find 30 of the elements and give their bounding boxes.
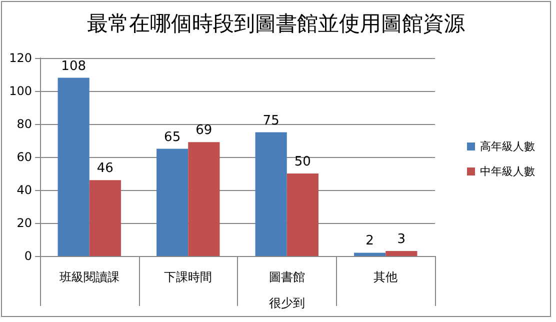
y-tick-label: 20 xyxy=(16,216,32,230)
data-label: 69 xyxy=(196,123,212,138)
bar xyxy=(89,180,121,256)
data-label: 2 xyxy=(366,234,374,249)
y-tick-label: 60 xyxy=(16,150,32,164)
bar xyxy=(58,78,90,256)
chart-title: 最常在哪個時段到圖書館並使用圖館資源 xyxy=(87,12,465,36)
data-label: 75 xyxy=(262,113,280,128)
x-tick-label: 班級閱讀課 xyxy=(59,270,120,284)
bar xyxy=(354,252,386,256)
y-tick-label: 80 xyxy=(16,117,32,131)
bar xyxy=(188,142,220,256)
bar xyxy=(156,148,188,256)
y-tick-label: 100 xyxy=(9,84,32,98)
y-tick-label: 120 xyxy=(9,51,32,65)
data-label: 3 xyxy=(397,232,406,248)
data-label: 65 xyxy=(164,130,181,145)
bar xyxy=(255,132,287,256)
data-label: 108 xyxy=(61,58,86,74)
x-tick-label: 其他 xyxy=(374,270,398,284)
bar xyxy=(286,174,318,256)
data-label: 46 xyxy=(96,161,114,176)
y-tick-label: 0 xyxy=(24,249,32,263)
y-tick-label: 40 xyxy=(16,183,32,197)
legend-label: 高年級人數 xyxy=(480,140,535,153)
x-tick-label: 圖書館很少到 xyxy=(268,270,305,310)
x-tick-label: 下課時間 xyxy=(164,270,212,284)
data-label: 50 xyxy=(294,154,311,170)
bar xyxy=(386,251,418,256)
legend-label: 中年級人數 xyxy=(480,165,535,178)
